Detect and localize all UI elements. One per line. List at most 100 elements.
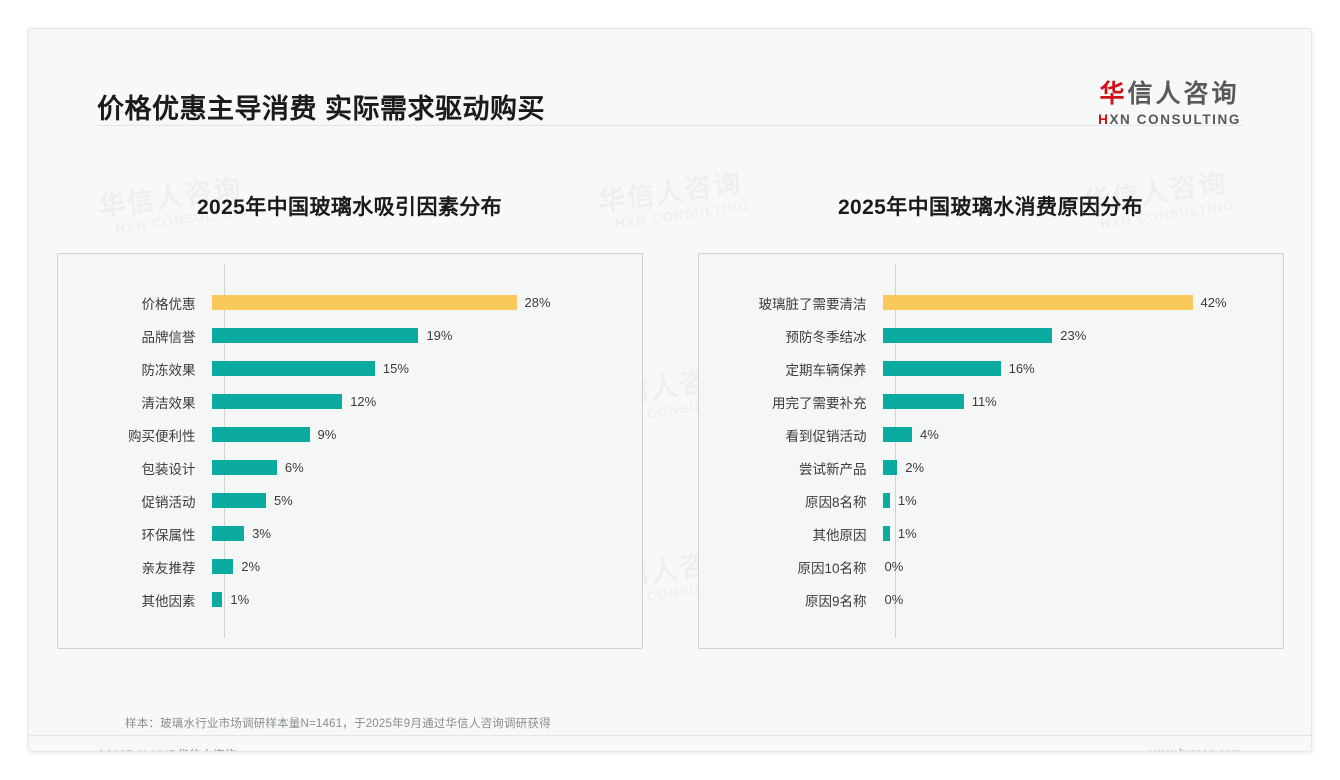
- bar: [211, 526, 245, 541]
- chart-left-title: 2025年中国玻璃水吸引因素分布: [196, 196, 503, 219]
- website-url: www.hxrcon.com: [1150, 746, 1241, 751]
- bar: [211, 394, 343, 409]
- bar-track: 0%: [881, 559, 1283, 574]
- charts-area: 2025年中国玻璃水吸引因素分布 价格优惠 28% 品牌信誉 19% 防冻效果 15% 清洁…: [29, 125, 1311, 695]
- bar-track: 42%: [881, 295, 1283, 310]
- bar-category-label: 定期车辆保养: [785, 362, 867, 378]
- logo-cn-red: 华: [1099, 80, 1128, 108]
- bar-value-label: 1%: [897, 526, 917, 541]
- bar-category-label: 玻璃脏了需要清洁: [758, 296, 867, 312]
- bar: [882, 526, 890, 541]
- bar-value-label: 2%: [241, 559, 261, 574]
- bar-category-label: 原因9名称: [804, 593, 867, 609]
- bar-value-label: 42%: [1200, 295, 1227, 310]
- bar-track: 6%: [210, 460, 642, 475]
- bar: [211, 592, 223, 607]
- bar-row: 其他原因 1%: [699, 517, 1283, 550]
- slide-footer: ©2025.11 HXR华信人咨询 www.hxrcon.com: [29, 736, 1311, 751]
- bar-category-label: 购买便利性: [128, 428, 196, 444]
- bar-row: 原因8名称 1%: [699, 484, 1283, 517]
- sample-footnote: 样本：玻璃水行业市场调研样本量N=1461，于2025年9月通过华信人咨询调研获…: [125, 718, 551, 730]
- bar-track: 19%: [210, 328, 642, 343]
- chart-right-panel: 玻璃脏了需要清洁 42% 预防冬季结冰 23% 定期车辆保养 16% 用完了需要补充 11% 看…: [697, 253, 1284, 649]
- bar-row: 玻璃脏了需要清洁 42%: [699, 286, 1283, 319]
- bar-row: 包装设计 6%: [58, 451, 642, 484]
- slide-canvas: 华信人咨询 HXN CONSULTING 华信人咨询 HXN CONSULTIN…: [28, 28, 1312, 752]
- bar-track: 1%: [210, 592, 642, 607]
- bar-track: 1%: [881, 526, 1283, 541]
- footer-divider: [29, 735, 1311, 736]
- bar-row: 用完了需要补充 11%: [699, 385, 1283, 418]
- bar-track: 1%: [881, 493, 1283, 508]
- bar-row: 看到促销活动 4%: [699, 418, 1283, 451]
- chart-left-axis: [223, 264, 225, 638]
- bar: [882, 460, 898, 475]
- bar-track: 9%: [210, 427, 642, 442]
- bar-value-label: 4%: [920, 427, 939, 442]
- logo-cn-rest: 信人咨询: [1127, 80, 1240, 108]
- chart-right-title: 2025年中国玻璃水消费原因分布: [837, 196, 1144, 219]
- bar-row: 原因9名称 0%: [699, 583, 1283, 616]
- bar-value-label: 1%: [897, 493, 917, 508]
- bar-category-label: 其他原因: [812, 527, 867, 543]
- bar-track: 0%: [881, 592, 1283, 607]
- bar-row: 尝试新产品 2%: [699, 451, 1283, 484]
- bar-category-label: 用完了需要补充: [772, 395, 867, 411]
- chart-left-rows: 价格优惠 28% 品牌信誉 19% 防冻效果 15% 清洁效果 12% 购买便利性 9% 包装设计 6…: [58, 286, 642, 616]
- bar-value-label: 12%: [350, 394, 377, 409]
- bar-category-label: 包装设计: [141, 461, 196, 477]
- bar-value-label: 5%: [273, 493, 293, 508]
- bar-row: 品牌信誉 19%: [58, 319, 642, 352]
- bar-track: 4%: [881, 427, 1283, 442]
- bar: [211, 361, 375, 376]
- bar-value-label: 1%: [230, 592, 250, 607]
- bar-category-label: 尝试新产品: [799, 461, 867, 477]
- chart-right-rows: 玻璃脏了需要清洁 42% 预防冬季结冰 23% 定期车辆保养 16% 用完了需要补充 11% 看…: [699, 286, 1283, 616]
- bar-value-label: 28%: [524, 295, 551, 310]
- bar-row: 价格优惠 28%: [58, 286, 642, 319]
- bar-row: 清洁效果 12%: [58, 385, 642, 418]
- bar-category-label: 价格优惠: [141, 296, 196, 312]
- bar: [882, 328, 1053, 343]
- chart-left: 2025年中国玻璃水吸引因素分布 价格优惠 28% 品牌信誉 19% 防冻效果 15% 清洁…: [29, 125, 670, 695]
- bar-highlighted: [211, 295, 517, 310]
- bar: [211, 493, 266, 508]
- bar-category-label: 促销活动: [141, 494, 196, 510]
- bar-category-label: 预防冬季结冰: [785, 329, 867, 345]
- bar-category-label: 环保属性: [141, 527, 196, 543]
- page-title: 价格优惠主导消费 实际需求驱动购买: [97, 94, 546, 124]
- header-divider: [97, 125, 1243, 126]
- bar-row: 促销活动 5%: [58, 484, 642, 517]
- bar-value-label: 11%: [971, 394, 997, 409]
- bar-row: 定期车辆保养 16%: [699, 352, 1283, 385]
- copyright-text: ©2025.11 HXR华信人咨询: [97, 746, 237, 751]
- bar-category-label: 品牌信誉: [141, 329, 196, 345]
- brand-logo: 华信人咨询 HXN CONSULTING: [1098, 80, 1241, 127]
- bar-track: 12%: [210, 394, 642, 409]
- bar-value-label: 15%: [382, 361, 409, 376]
- chart-right: 2025年中国玻璃水消费原因分布 玻璃脏了需要清洁 42% 预防冬季结冰 23% 定期车…: [670, 125, 1311, 695]
- bar-row: 亲友推荐 2%: [58, 550, 642, 583]
- bar: [882, 493, 890, 508]
- bar-row: 购买便利性 9%: [58, 418, 642, 451]
- logo-en-rest: XN CONSULTING: [1109, 111, 1241, 127]
- bar-category-label: 亲友推荐: [141, 560, 196, 576]
- bar-category-label: 原因10名称: [797, 560, 867, 576]
- slide-header: 价格优惠主导消费 实际需求驱动购买 华信人咨询 HXN CONSULTING: [29, 29, 1311, 127]
- bar-track: 2%: [210, 559, 642, 574]
- bar-track: 5%: [210, 493, 642, 508]
- bar-track: 15%: [210, 361, 642, 376]
- bar: [211, 460, 277, 475]
- chart-left-panel: 价格优惠 28% 品牌信誉 19% 防冻效果 15% 清洁效果 12% 购买便利性 9% 包装设计 6…: [56, 253, 643, 649]
- bar-value-label: 3%: [252, 526, 271, 541]
- bar: [882, 427, 913, 442]
- bar-track: 11%: [881, 394, 1283, 409]
- bar-value-label: 2%: [905, 460, 925, 475]
- bar-category-label: 看到促销活动: [785, 428, 867, 444]
- bar-track: 28%: [210, 295, 642, 310]
- bar: [211, 427, 310, 442]
- bar-category-label: 防冻效果: [141, 362, 196, 378]
- bar-track: 23%: [881, 328, 1283, 343]
- bar-track: 16%: [881, 361, 1283, 376]
- bar-category-label: 其他因素: [141, 593, 196, 609]
